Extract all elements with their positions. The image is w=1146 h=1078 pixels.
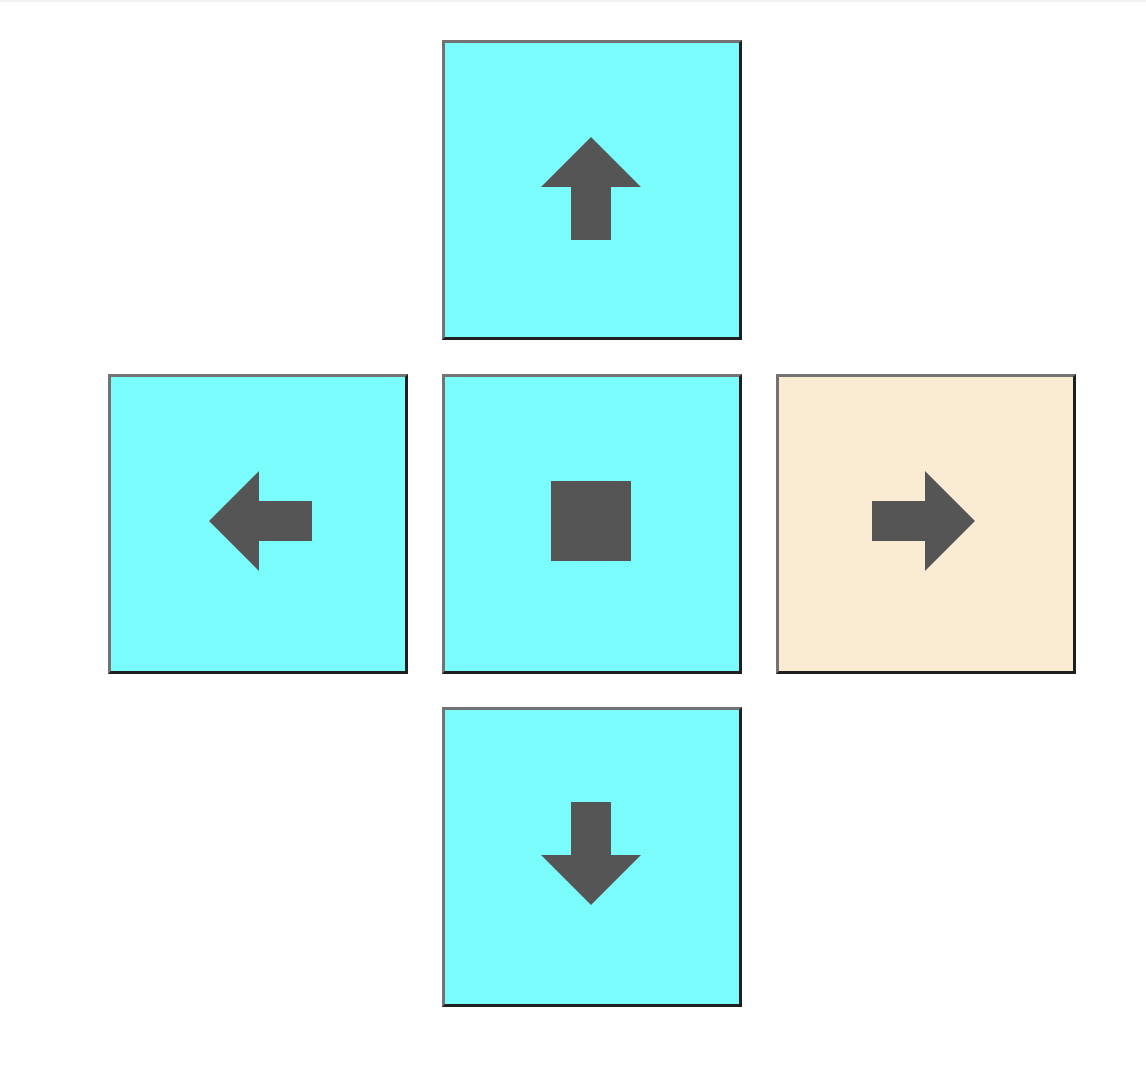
- down-button[interactable]: [442, 707, 742, 1007]
- arrow-left-icon: [209, 471, 312, 571]
- arrow-right-icon: [872, 471, 975, 571]
- left-button[interactable]: [108, 374, 408, 674]
- stop-button[interactable]: [442, 374, 742, 674]
- up-button[interactable]: [442, 40, 742, 340]
- right-button[interactable]: [776, 374, 1076, 674]
- top-divider: [0, 0, 1146, 2]
- arrow-down-icon: [541, 802, 641, 905]
- stop-square-icon: [551, 481, 631, 561]
- arrow-up-icon: [541, 137, 641, 240]
